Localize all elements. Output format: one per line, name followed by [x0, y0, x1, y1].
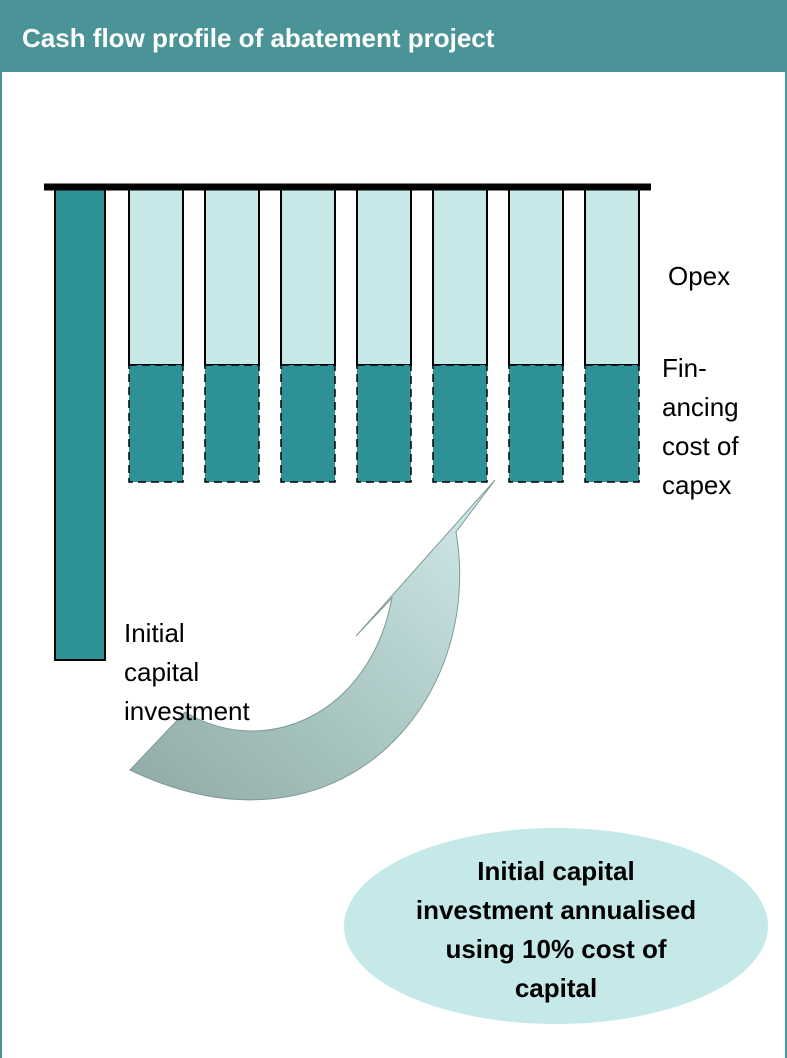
- opex-segment: [204, 187, 260, 366]
- financing-label-line: capex: [662, 470, 731, 500]
- financing-segment: [508, 364, 564, 483]
- opex-segment: [508, 187, 564, 366]
- financing-segment: [432, 364, 488, 483]
- financing-segment: [280, 364, 336, 483]
- curved-arrow: [129, 479, 496, 801]
- initial-label-line: investment: [124, 696, 250, 726]
- callout-line: Initial capital: [477, 856, 635, 886]
- financing-label-line: cost of: [662, 431, 739, 461]
- financing-segment: [128, 364, 184, 483]
- initial-bar: [54, 186, 106, 661]
- initial-label-line: Initial: [124, 618, 185, 648]
- opex-segment: [584, 187, 640, 366]
- financing-segment: [584, 364, 640, 483]
- callout-line: using 10% cost of: [445, 934, 666, 964]
- header-title: Cash flow profile of abatement project: [22, 23, 495, 53]
- callout-line: investment annualised: [416, 895, 696, 925]
- opex-label: Opex: [668, 261, 730, 291]
- annual-bars: [128, 187, 640, 483]
- header-bar: [0, 0, 787, 72]
- opex-segment: [280, 187, 336, 366]
- callout-line: capital: [515, 973, 597, 1003]
- callout-ellipse: [344, 828, 768, 1024]
- financing-segment: [356, 364, 412, 483]
- opex-segment: [128, 187, 184, 366]
- opex-segment: [356, 187, 412, 366]
- initial-label-line: capital: [124, 657, 199, 687]
- financing-label-line: ancing: [662, 392, 739, 422]
- financing-label-line: Fin-: [662, 353, 707, 383]
- financing-segment: [204, 364, 260, 483]
- opex-segment: [432, 187, 488, 366]
